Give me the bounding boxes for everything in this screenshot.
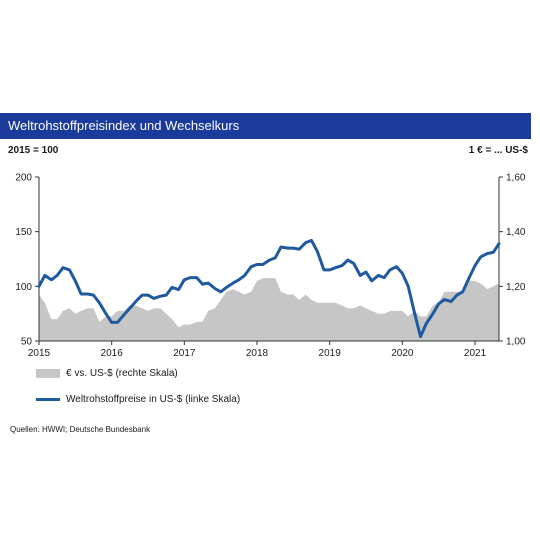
left-axis-unit: 2015 = 100 xyxy=(8,145,59,156)
x-tick-label: 2016 xyxy=(101,348,124,359)
right-tick-label: 1,60 xyxy=(506,173,526,184)
x-tick-label: 2017 xyxy=(173,348,196,359)
exchange-rate-area xyxy=(39,278,499,341)
x-tick-label: 2021 xyxy=(464,348,487,359)
x-tick-label: 2020 xyxy=(391,348,414,359)
commodity-price-line xyxy=(37,238,501,339)
source-note: Quellen: HWWI; Deutsche Bundesbank xyxy=(10,425,151,434)
left-tick-label: 50 xyxy=(21,337,33,348)
right-tick-label: 1,40 xyxy=(506,227,526,238)
right-tick-label: 1,00 xyxy=(506,337,526,348)
legend-swatch-area xyxy=(36,369,60,378)
legend-item-exchange-rate: € vs. US-$ (rechte Skala) xyxy=(36,368,178,379)
x-tick-label: 2018 xyxy=(246,348,269,359)
legend-item-commodity-prices: Weltrohstoffpreise in US-$ (linke Skala) xyxy=(36,394,240,405)
x-tick-label: 2019 xyxy=(319,348,342,359)
legend-label-commodity-prices: Weltrohstoffpreise in US-$ (linke Skala) xyxy=(66,394,241,405)
legend-label-exchange-rate: € vs. US-$ (rechte Skala) xyxy=(66,368,178,379)
left-tick-label: 150 xyxy=(15,227,32,238)
x-tick-label: 2015 xyxy=(28,348,51,359)
chart-title: Weltrohstoffpreisindex und Wechselkurs xyxy=(0,113,531,139)
right-axis-unit: 1 € = ... US-$ xyxy=(468,145,528,156)
chart-canvas: 50 100 150 200 1,00 1,20 1,40 1,60 2015 2016 2017 2… xyxy=(15,173,526,360)
left-tick-label: 200 xyxy=(15,173,32,184)
left-tick-label: 100 xyxy=(15,282,32,293)
legend-swatch-line xyxy=(36,398,60,401)
right-tick-label: 1,20 xyxy=(506,282,526,293)
